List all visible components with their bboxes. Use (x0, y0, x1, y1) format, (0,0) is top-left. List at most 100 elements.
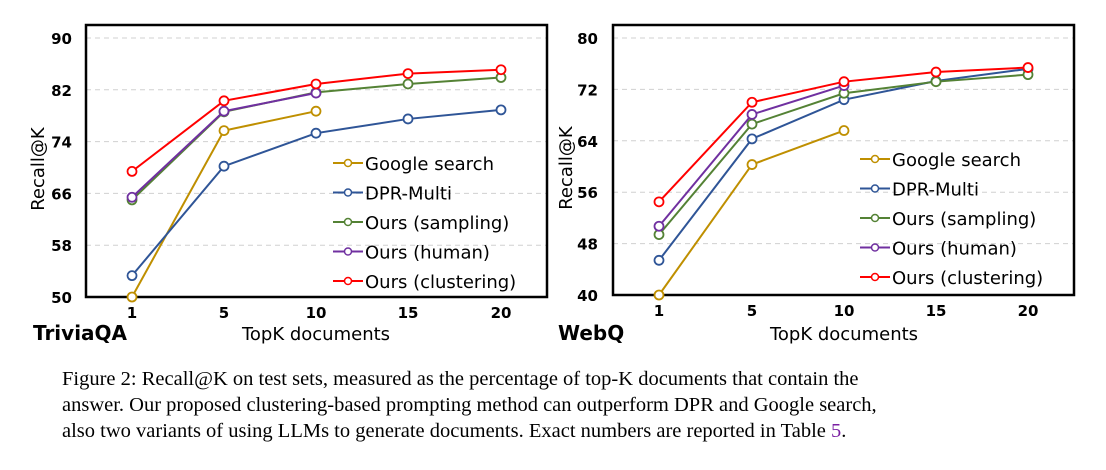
data-point (838, 76, 850, 88)
series-line (658, 129, 845, 296)
x-tick-label: 10 (834, 302, 855, 320)
legend-label: Ours (sampling) (892, 209, 1036, 230)
table-reference-link[interactable]: 5 (831, 420, 842, 442)
legend: Google search DPR-Multi Ours (sampling) Our… (333, 154, 516, 293)
data-point (653, 196, 665, 208)
data-point (838, 125, 850, 136)
y-tick-label: 40 (577, 287, 598, 305)
x-tick-label: 5 (747, 302, 757, 320)
plot-area-frame (84, 23, 549, 299)
x-tick-label: 15 (926, 302, 947, 320)
legend-label: Ours (human) (892, 239, 1017, 260)
legend-marker (870, 272, 880, 282)
data-point (495, 64, 507, 76)
data-point (402, 78, 414, 90)
y-tick-label: 48 (577, 236, 598, 254)
caption-line-3-end: . (841, 420, 847, 442)
panel-label: TriviaQA (33, 321, 128, 345)
y-tick-label: 56 (577, 184, 598, 202)
data-point (310, 87, 322, 99)
legend-marker (343, 247, 353, 256)
x-axis-label: TopK documents (241, 324, 390, 345)
data-point (746, 133, 758, 145)
legend-label: Ours (clustering) (365, 272, 516, 293)
data-point (653, 289, 665, 301)
legend-marker (870, 243, 880, 252)
y-tick-label: 74 (51, 134, 72, 152)
data-point (126, 291, 138, 303)
series-ours-human (126, 87, 322, 203)
y-tick-label: 80 (577, 30, 598, 48)
legend-marker (343, 276, 353, 286)
data-point (746, 118, 758, 130)
legend-label: Ours (human) (365, 243, 490, 264)
legend-label: DPR-Multi (892, 180, 979, 201)
data-point (746, 109, 758, 120)
y-tick-label: 82 (51, 82, 72, 100)
legend-label: Ours (clustering) (892, 268, 1043, 289)
data-point (653, 220, 665, 232)
data-point (930, 76, 942, 88)
data-point (310, 78, 322, 90)
y-tick-label: 66 (51, 185, 72, 203)
caption-line-2: answer. Our proposed clustering-based pr… (62, 394, 877, 416)
legend-label: DPR-Multi (365, 184, 452, 205)
x-tick-label: 1 (127, 304, 137, 322)
data-point (218, 125, 230, 136)
legend-marker (343, 188, 353, 197)
data-point (746, 159, 758, 170)
data-point (218, 160, 230, 172)
x-tick-label: 20 (491, 304, 512, 322)
data-point (1022, 62, 1034, 73)
data-point (126, 191, 138, 203)
series-line (131, 110, 317, 298)
panel-label: WebQ (558, 321, 624, 345)
series-ours-clustering (126, 64, 507, 177)
x-axis-label: TopK documents (769, 324, 918, 345)
data-point (126, 165, 138, 177)
data-point (653, 254, 665, 266)
y-tick-label: 90 (51, 30, 72, 48)
series-google-search (126, 105, 322, 303)
data-point (746, 96, 758, 108)
legend: Google search DPR-Multi Ours (sampling) Our… (860, 150, 1043, 289)
caption-line-3: also two variants of using LLMs to gener… (62, 418, 1092, 444)
data-point (402, 68, 414, 80)
x-tick-label: 5 (219, 304, 229, 322)
caption-line-3-text: also two variants of using LLMs to gener… (62, 420, 831, 442)
data-point (930, 66, 942, 78)
legend-marker (343, 158, 353, 168)
y-tick-label: 50 (51, 289, 72, 307)
series-ours-sampling (653, 69, 1034, 241)
x-tick-label: 1 (654, 302, 664, 320)
y-axis-label: Recall@K (556, 125, 577, 210)
y-tick-label: 58 (51, 237, 72, 255)
data-point (218, 105, 230, 117)
data-point (126, 270, 138, 282)
caption-line-1: Figure 2: Recall@K on test sets, measure… (62, 368, 859, 390)
legend-marker (870, 184, 880, 193)
data-point (495, 104, 507, 116)
legend-marker (343, 217, 353, 227)
x-tick-label: 15 (398, 304, 419, 322)
y-axis-label: Recall@K (28, 126, 49, 211)
data-point (402, 113, 414, 125)
y-tick-label: 64 (577, 133, 598, 151)
legend-marker (870, 154, 880, 164)
series-google-search (653, 125, 850, 301)
data-point (310, 127, 322, 139)
y-tick-label: 72 (577, 81, 598, 99)
series-dpr-multi (126, 104, 507, 282)
legend-marker (870, 213, 880, 223)
x-tick-label: 20 (1018, 302, 1039, 320)
series-ours-clustering (653, 62, 1034, 208)
data-point (310, 105, 322, 117)
data-point (218, 95, 230, 107)
legend-label: Google search (365, 154, 494, 175)
figure-caption: Figure 2: Recall@K on test sets, measure… (62, 366, 1092, 444)
legend-label: Google search (892, 150, 1021, 171)
legend-label: Ours (sampling) (365, 213, 509, 234)
